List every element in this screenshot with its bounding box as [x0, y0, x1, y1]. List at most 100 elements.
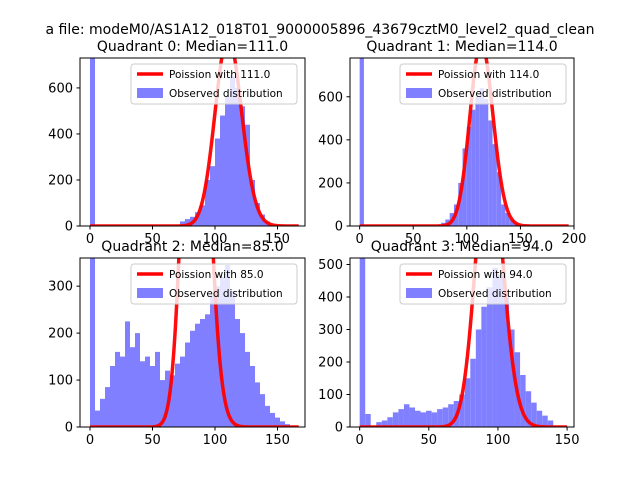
- histogram-bar: [470, 358, 476, 427]
- histogram-bar: [520, 375, 526, 427]
- histogram-bar: [245, 351, 250, 427]
- histogram-bar: [448, 404, 454, 427]
- poisson-curve: [359, 258, 568, 427]
- legend-label-poisson: Poission with 111.0: [169, 69, 270, 81]
- chart-panel-2: 0 50 100 150 0 100 200 300 Quadrant 2: Median=85…: [48, 239, 306, 448]
- histogram-bar: [225, 265, 230, 427]
- histogram-bar: [220, 115, 225, 226]
- histogram-bar: [503, 297, 510, 427]
- x-tick-label: 200: [562, 232, 587, 247]
- histogram-bar: [525, 391, 532, 427]
- histogram-bar: [115, 351, 120, 427]
- x-tick-label: 100: [486, 433, 511, 448]
- histogram-bar: [431, 412, 438, 427]
- chart-panel-0: 0 50 100 150 0 200 400 600 Quadrant 0: Median=11…: [48, 39, 306, 247]
- x-tick-label: 150: [508, 232, 533, 247]
- x-tick-label: 100: [203, 433, 228, 448]
- plot-area: [89, 258, 300, 427]
- histogram-bar: [235, 87, 240, 226]
- histogram-bar: [250, 365, 255, 427]
- histogram-bar: [359, 258, 366, 427]
- histogram-bar: [464, 378, 471, 427]
- histogram-bar: [496, 172, 502, 226]
- histogram-bar: [195, 323, 200, 427]
- y-tick-label: 300: [48, 280, 73, 295]
- y-tick-label: 600: [318, 90, 343, 105]
- histogram-bar: [150, 365, 155, 427]
- histogram-bar: [365, 414, 371, 427]
- legend-label-poisson: Poission with 85.0: [169, 269, 264, 281]
- y-tick-label: 0: [65, 220, 73, 235]
- y-tick-label: 300: [318, 323, 343, 338]
- histogram-bar: [120, 356, 125, 427]
- poisson-curve: [89, 58, 300, 226]
- histogram-bar: [170, 375, 175, 427]
- histogram-bar: [392, 412, 399, 427]
- y-tick-label: 400: [48, 127, 73, 142]
- plot-area: [359, 258, 568, 427]
- legend-patch-swatch: [137, 88, 163, 98]
- histogram-bar: [426, 410, 432, 427]
- histogram-bar: [280, 421, 285, 427]
- x-tick-label: 0: [86, 232, 94, 247]
- legend-patch-swatch: [406, 88, 432, 98]
- x-tick-label: 150: [265, 433, 290, 448]
- histogram-bar: [398, 409, 404, 427]
- plot-area: [89, 58, 300, 226]
- chart-panel-1: 0 50 100 150 200 0 200 400 600 Quadrant 1: Median…: [318, 39, 586, 247]
- histogram-bar: [270, 412, 275, 427]
- histogram-bar: [90, 258, 95, 427]
- histogram-bar: [155, 351, 160, 427]
- histogram-bar: [414, 410, 421, 427]
- histogram-bar: [458, 182, 463, 226]
- histogram-bar: [105, 387, 110, 427]
- histogram-bar: [110, 365, 115, 427]
- histogram-bar: [90, 58, 95, 226]
- legend-box: [399, 63, 567, 105]
- histogram-bar: [505, 213, 510, 226]
- legend-label-observed: Observed distribution: [438, 88, 552, 100]
- histogram-bar: [100, 398, 105, 427]
- legend-box: [130, 63, 298, 105]
- histogram-bar: [140, 361, 145, 427]
- histogram-bar: [471, 109, 476, 226]
- histogram-bar: [200, 205, 205, 226]
- histogram-bar: [240, 333, 245, 427]
- legend-label-poisson: Poission with 94.0: [438, 269, 533, 281]
- y-tick-label: 500: [318, 258, 343, 273]
- y-tick-label: 0: [335, 421, 343, 436]
- histogram-bar: [275, 417, 280, 427]
- histogram-bar: [245, 124, 250, 226]
- y-tick-label: 0: [65, 421, 73, 436]
- x-tick-label: 50: [421, 433, 438, 448]
- histogram-bar: [160, 380, 165, 427]
- histogram-bar: [486, 287, 493, 427]
- legend-label-observed: Observed distribution: [169, 88, 283, 100]
- histogram-bar: [265, 405, 270, 427]
- histogram-bar: [536, 410, 543, 427]
- histogram-bar: [215, 286, 220, 427]
- histogram-bar: [135, 333, 140, 427]
- chart-panel-3: 0 50 100 150 0 100 200 300 400 500 Quadrant 3: Med…: [318, 239, 580, 448]
- histogram-bar: [145, 356, 150, 427]
- histogram-bar: [509, 329, 515, 427]
- histogram-bar: [185, 342, 190, 427]
- histogram-bar: [225, 97, 230, 226]
- x-tick-label: 50: [144, 433, 161, 448]
- x-tick-label: 100: [203, 232, 228, 247]
- y-tick-label: 200: [318, 356, 343, 371]
- histogram-bar: [542, 415, 548, 427]
- histogram-bar: [509, 219, 514, 226]
- histogram-bar: [381, 420, 388, 427]
- histogram-bar: [180, 356, 185, 427]
- chart-title: Quadrant 3: Median=94.0: [371, 239, 553, 255]
- histogram-bar: [497, 274, 504, 427]
- y-tick-label: 100: [318, 388, 343, 403]
- y-tick-label: 400: [318, 133, 343, 148]
- histogram-bar: [215, 138, 220, 226]
- x-tick-label: 150: [555, 433, 580, 448]
- histogram-bar: [483, 98, 489, 226]
- histogram-bar: [492, 267, 498, 427]
- histogram-bar: [190, 330, 195, 427]
- histogram-bar: [260, 394, 265, 427]
